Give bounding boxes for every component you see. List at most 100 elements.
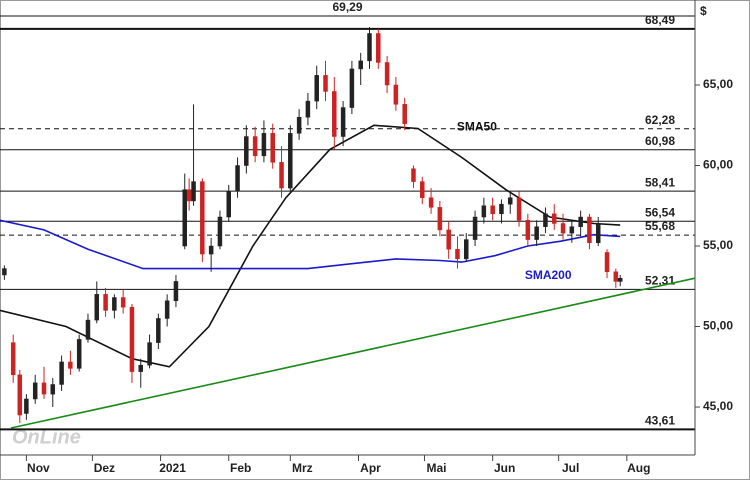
candle-body <box>85 319 91 340</box>
candle-body <box>367 33 372 62</box>
candle-body <box>94 294 100 321</box>
candle-body <box>10 342 16 376</box>
candle-body <box>595 223 601 244</box>
candle-body <box>120 297 126 308</box>
candle-body <box>534 226 539 240</box>
candle-body <box>376 33 381 63</box>
candle-body <box>499 203 504 215</box>
x-tick-label: Dez <box>94 461 115 475</box>
candle-body <box>578 216 583 227</box>
x-tick-label: Mai <box>426 461 446 475</box>
candle-body <box>288 133 293 189</box>
candle-body <box>516 197 522 221</box>
candle-body <box>472 216 478 240</box>
watermark: OnLine <box>12 426 81 448</box>
candle-body <box>208 245 214 255</box>
y-tick-label: 45,00 <box>703 399 733 413</box>
candle-body <box>508 197 513 205</box>
candle-body <box>613 271 619 282</box>
level-label: 69,29 <box>332 0 362 14</box>
candle-body <box>543 213 548 227</box>
candle-body <box>235 165 240 192</box>
candle-body <box>112 297 117 311</box>
level-label: 58,41 <box>645 175 675 189</box>
candle-body <box>446 229 451 250</box>
candle-body <box>226 191 231 218</box>
candle-body <box>490 205 495 215</box>
candle-body <box>393 84 399 105</box>
level-label: 56,54 <box>645 205 675 219</box>
level-label: 43,61 <box>645 414 675 428</box>
candle-body <box>41 382 47 395</box>
candle-body <box>50 384 56 395</box>
candle-body <box>24 398 29 414</box>
candle-body <box>129 306 135 372</box>
y-tick-label: 50,00 <box>703 319 733 333</box>
candle-body <box>244 136 249 166</box>
candle-body <box>270 133 275 163</box>
candle-body <box>261 133 267 157</box>
candle-body <box>323 75 328 92</box>
x-tick-label: Feb <box>230 461 251 475</box>
candle-body <box>358 60 363 70</box>
candle-body <box>384 62 390 86</box>
candle-body <box>402 104 407 124</box>
series-label: SMA200 <box>525 268 572 282</box>
candle-body <box>560 223 566 234</box>
x-tick-label: Apr <box>360 461 381 475</box>
y-unit: $ <box>700 4 707 18</box>
candle-body <box>340 107 346 137</box>
y-tick-label: 65,00 <box>703 77 733 91</box>
x-tick-label: Jun <box>494 461 515 475</box>
candle-body <box>2 268 7 276</box>
candle-body <box>455 248 460 260</box>
candle-body <box>156 318 161 343</box>
candle-body <box>305 100 311 118</box>
level-label: 62,28 <box>645 113 675 127</box>
candle-body <box>617 277 623 282</box>
indicator-line <box>10 277 696 429</box>
candle-body <box>17 374 23 416</box>
candle-body <box>252 136 258 157</box>
indicator-line <box>0 219 621 270</box>
candle-body <box>182 189 187 247</box>
candle-body <box>173 281 179 302</box>
candle-body <box>68 361 73 369</box>
level-label: 68,49 <box>645 13 675 27</box>
candle-body <box>464 239 469 260</box>
candle-body <box>604 252 610 273</box>
x-tick-label: Mrz <box>292 461 313 475</box>
candle-body <box>587 216 592 244</box>
candle-body <box>332 91 337 137</box>
candle-body <box>420 181 425 198</box>
candle-body <box>186 189 192 202</box>
candle-body <box>191 181 196 202</box>
x-tick-label: Jul <box>562 461 579 475</box>
candle-body <box>296 116 302 134</box>
candle-body <box>164 300 170 319</box>
level-label: 60,98 <box>645 134 675 148</box>
candle-body <box>147 342 152 366</box>
candle-body <box>279 162 284 189</box>
candle-body <box>32 382 38 400</box>
candle-body <box>437 207 443 231</box>
candle-body <box>428 197 434 208</box>
candle-body <box>525 220 531 240</box>
indicator-line <box>0 124 621 368</box>
candle-body <box>103 294 108 311</box>
y-tick-label: 55,00 <box>703 238 733 252</box>
candle-body <box>314 75 319 102</box>
candle-body <box>59 361 64 385</box>
candle-body <box>411 168 416 182</box>
candle-body <box>217 216 223 247</box>
x-tick-label: 2021 <box>159 461 186 475</box>
candle-body <box>138 364 144 372</box>
candle-body <box>481 205 487 218</box>
series-label: SMA50 <box>457 120 497 134</box>
level-label: 55,68 <box>645 219 675 233</box>
candle-body <box>349 68 355 108</box>
candle-body <box>200 181 205 255</box>
y-tick-label: 60,00 <box>703 158 733 172</box>
